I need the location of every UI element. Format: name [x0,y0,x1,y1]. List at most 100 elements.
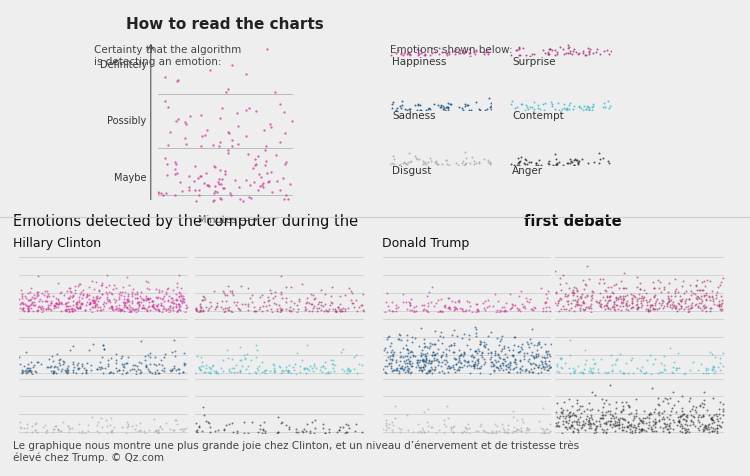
Point [461,102,473,109]
Point [174,302,186,309]
Point [188,178,200,185]
Point [542,429,554,436]
Point [121,423,133,431]
Point [549,46,561,53]
Point [404,301,416,309]
Point [692,302,704,310]
Point [394,364,406,371]
Point [177,368,189,376]
Point [450,360,462,367]
Point [694,287,706,294]
Point [404,361,416,368]
Point [604,292,616,300]
Point [22,305,34,312]
Point [142,278,154,286]
Point [44,363,56,371]
Point [351,307,363,315]
Point [74,302,86,310]
Point [696,306,708,314]
Point [139,429,151,436]
Point [544,99,556,106]
Point [555,354,567,362]
Point [23,302,35,309]
Point [221,304,233,311]
Point [384,343,396,350]
Point [464,336,476,343]
Point [459,49,471,56]
Point [226,419,238,427]
Point [573,301,585,309]
Point [194,191,206,198]
Point [667,302,679,310]
Point [680,288,692,295]
Point [76,427,88,435]
Point [69,306,81,314]
Point [694,411,706,418]
Point [155,357,167,364]
Point [692,425,703,432]
Point [276,305,288,312]
Point [76,369,88,377]
Point [218,426,230,434]
Point [280,366,292,374]
Point [458,161,470,169]
Point [118,307,130,315]
Point [34,304,46,311]
Text: Possibly: Possibly [107,116,147,127]
Point [39,287,51,295]
Point [698,423,709,431]
Point [315,306,327,314]
Point [86,277,98,285]
Point [142,295,154,302]
Point [66,307,78,315]
Point [503,364,515,371]
Point [462,358,474,366]
Point [177,297,189,305]
Point [317,362,329,369]
Point [503,358,515,366]
Point [326,360,338,367]
Point [458,330,470,338]
Point [419,355,431,363]
Point [599,419,611,427]
Point [448,341,460,348]
Point [53,298,65,306]
Point [44,306,56,313]
Point [457,334,469,342]
Point [551,301,563,308]
Point [198,293,210,301]
Point [274,100,286,108]
Point [256,426,268,434]
Point [543,357,555,365]
Point [122,353,134,361]
Point [128,285,140,293]
Point [703,425,715,433]
Point [158,365,170,372]
Point [86,340,98,347]
Point [704,296,716,304]
Point [424,339,436,347]
Point [432,336,444,344]
Point [640,413,652,420]
Point [678,415,690,423]
Point [26,298,38,306]
Point [457,49,469,57]
Point [123,297,135,305]
Point [597,275,609,283]
Point [135,288,147,296]
Point [152,426,164,434]
Point [520,294,532,302]
Point [198,368,210,376]
Point [122,290,134,298]
Point [449,368,461,376]
Point [556,421,568,428]
Point [68,360,80,368]
Point [117,363,129,370]
Point [30,419,42,427]
Point [527,98,539,106]
Point [532,353,544,360]
Point [101,295,113,302]
Point [231,109,243,117]
Point [106,304,118,311]
Point [254,425,266,433]
